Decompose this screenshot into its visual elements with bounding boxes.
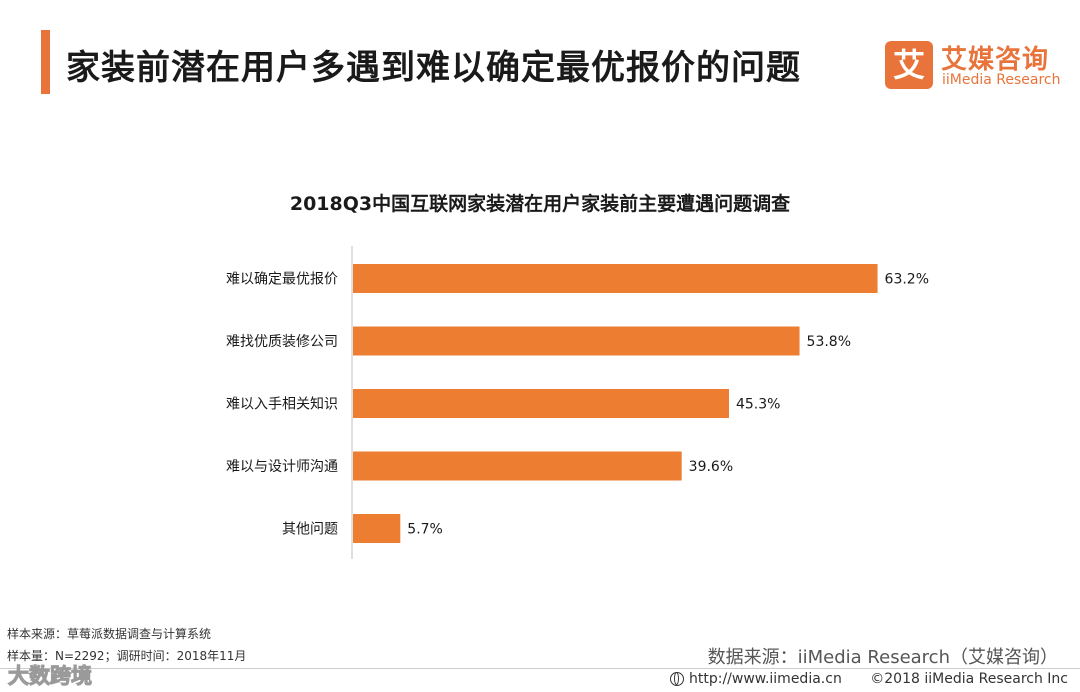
data-source: 数据来源：iiMedia Research（艾媒咨询） — [707, 647, 1058, 668]
category-label-3: 难以与设计师沟通 — [226, 459, 338, 475]
sample-source: 样本来源：草莓派数据调查与计算系统 — [7, 627, 212, 641]
sample-size: 样本量：N=2292；调研时间：2018年11月 — [7, 649, 247, 663]
category-label-2: 难以入手相关知识 — [226, 396, 338, 413]
value-label-2: 45.3% — [736, 397, 780, 413]
bar-1 — [353, 326, 800, 356]
globe-icon — [670, 672, 684, 686]
footer-url-text[interactable]: http://www.iimedia.cn — [689, 671, 842, 687]
logo-mark: 艾 — [885, 41, 933, 89]
page-title: 家装前潜在用户多遇到难以确定最优报价的问题 — [66, 48, 801, 88]
logo-name-cn: 艾媒咨询 — [941, 45, 1050, 75]
footer-copyright: ©2018 iiMedia Research Inc — [870, 671, 1068, 687]
logo-name-en: iiMedia Research — [942, 72, 1061, 88]
chart-title: 2018Q3中国互联网家装潜在用户家装前主要遭遇问题调查 — [289, 193, 791, 215]
value-label-1: 53.8% — [807, 334, 851, 350]
bar-2 — [353, 389, 729, 418]
category-label-4: 其他问题 — [282, 522, 338, 538]
bar-0 — [353, 264, 878, 293]
bar-4 — [353, 514, 401, 543]
category-label-0: 难以确定最优报价 — [226, 272, 338, 288]
value-label-4: 5.7% — [407, 522, 443, 538]
watermark: 大数跨境 — [8, 664, 93, 689]
iimedia-logo: 艾 艾媒咨询 iiMedia Research — [885, 41, 1065, 93]
bar-3 — [353, 451, 682, 481]
category-label-1: 难找优质装修公司 — [226, 334, 338, 350]
footer-url[interactable]: http://www.iimedia.cn — [670, 671, 842, 687]
value-label-0: 63.2% — [885, 272, 929, 288]
value-label-3: 39.6% — [689, 459, 733, 475]
title-accent-bar — [41, 30, 50, 94]
footer-divider — [0, 668, 1080, 669]
